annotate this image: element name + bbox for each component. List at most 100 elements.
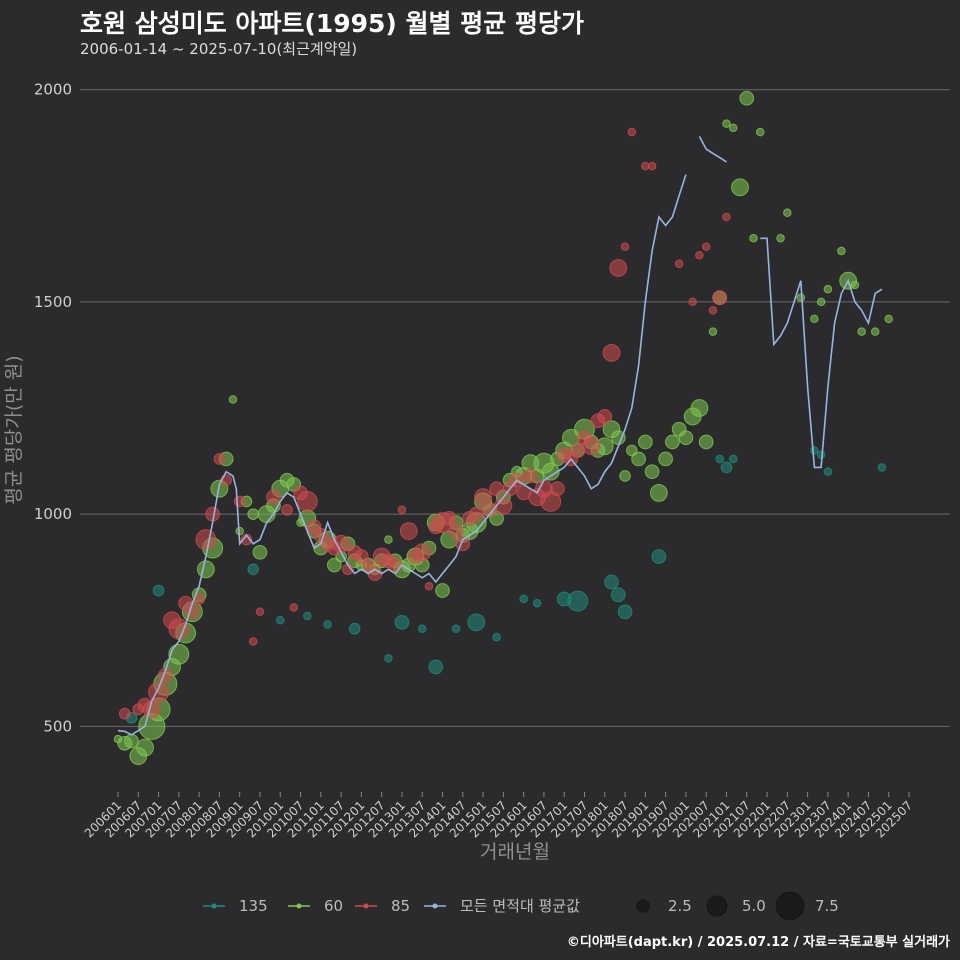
point-85 [296, 490, 318, 512]
legend-label: 85 [391, 897, 410, 915]
point-85 [550, 481, 565, 497]
point-135 [877, 463, 887, 472]
point-85 [424, 582, 434, 591]
x-axis-ticks: 2006012006072007012007072008012008072009… [82, 792, 915, 841]
point-60 [708, 327, 718, 336]
point-60 [756, 127, 765, 137]
point-135 [810, 446, 819, 455]
point-60 [731, 178, 749, 197]
point-135 [816, 450, 826, 459]
legend-label: 모든 면적대 평균값 [460, 897, 580, 915]
point-85 [354, 549, 369, 564]
point-60 [837, 246, 846, 256]
y-tick-label: 1500 [34, 293, 72, 311]
point-60 [619, 470, 631, 482]
point-135 [715, 454, 724, 464]
point-85 [289, 603, 299, 612]
point-85 [602, 343, 621, 362]
point-85 [647, 161, 657, 171]
y-tick-label: 2000 [34, 81, 72, 99]
point-85 [148, 681, 170, 703]
chart-subtitle: 2006-01-14 ~ 2025-07-10(최근계약일) [80, 40, 358, 58]
point-85 [474, 488, 492, 507]
x-axis-title: 거래년월 [480, 841, 550, 863]
point-85 [688, 297, 697, 307]
point-135 [532, 599, 542, 608]
point-85 [523, 468, 538, 484]
point-85 [397, 505, 407, 515]
gridlines [80, 89, 950, 727]
point-135 [519, 594, 528, 604]
point-135 [651, 549, 667, 564]
point-60 [541, 462, 560, 481]
point-85 [609, 259, 628, 277]
point-60 [850, 280, 860, 290]
point-85 [597, 409, 613, 424]
point-60 [247, 508, 260, 520]
point-135 [394, 615, 410, 630]
legend-key-dot [432, 903, 438, 909]
point-85 [118, 707, 131, 720]
point-85 [701, 242, 711, 251]
point-135 [720, 461, 733, 474]
point-135 [604, 574, 619, 590]
legend-size-label: 5.0 [742, 897, 766, 915]
point-60 [857, 327, 866, 336]
point-60 [823, 284, 833, 294]
y-axis-ticks: 500 1000 1500 2000 [34, 81, 72, 736]
point-85 [413, 543, 432, 562]
point-135 [247, 563, 260, 576]
point-85 [708, 306, 718, 315]
point-85 [674, 259, 684, 268]
point-135 [348, 622, 361, 635]
chart-title: 호원 삼성미도 아파트(1995) 월별 평균 평당가 [80, 9, 584, 38]
point-60 [884, 314, 893, 324]
point-135 [451, 624, 461, 633]
series-line-avg [760, 237, 883, 469]
point-60 [698, 434, 714, 450]
point-85 [468, 506, 484, 522]
point-60 [665, 434, 680, 450]
y-tick-label: 1000 [34, 505, 72, 523]
legend-label: 60 [324, 897, 343, 915]
point-60 [728, 123, 738, 133]
legend-label: 135 [239, 897, 268, 915]
point-60 [870, 327, 880, 336]
point-85 [332, 534, 351, 553]
point-60 [196, 560, 215, 579]
point-60 [816, 297, 826, 307]
point-60 [678, 430, 694, 446]
point-60 [168, 643, 190, 665]
point-60 [690, 399, 709, 417]
point-60 [776, 234, 785, 243]
point-60 [649, 484, 668, 502]
series-line-avg [698, 136, 727, 163]
point-60 [384, 535, 393, 544]
point-135 [728, 454, 738, 464]
point-60 [783, 208, 792, 218]
legend-size-label: 2.5 [668, 897, 692, 915]
point-85 [620, 242, 630, 251]
point-85 [712, 290, 728, 306]
point-60 [722, 119, 731, 128]
point-85 [695, 250, 704, 260]
point-85 [722, 212, 731, 222]
point-85 [281, 504, 293, 516]
point-60 [631, 451, 646, 467]
point-60 [644, 464, 660, 480]
point-85 [255, 607, 265, 616]
y-axis-title: 평균 평당가(만 원) [3, 355, 25, 504]
point-60 [326, 557, 342, 573]
point-135 [417, 624, 427, 633]
point-60 [435, 583, 450, 598]
point-85 [213, 453, 226, 465]
average-line [117, 136, 883, 736]
point-85 [441, 511, 457, 526]
legend: 135 60 85 모든 면적대 평균값 2.5 5.0 7.5 [203, 891, 839, 921]
point-85 [168, 618, 190, 640]
point-60 [228, 395, 238, 404]
legend-key-dot [211, 903, 217, 909]
source-caption: ©디아파트(dapt.kr) / 2025.07.12 / 자료=국토교통부 실… [566, 935, 950, 950]
point-135 [492, 632, 501, 642]
